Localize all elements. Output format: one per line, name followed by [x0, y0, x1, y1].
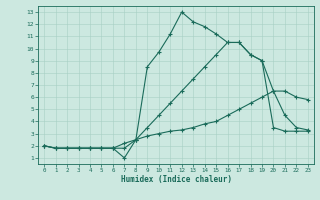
X-axis label: Humidex (Indice chaleur): Humidex (Indice chaleur): [121, 175, 231, 184]
